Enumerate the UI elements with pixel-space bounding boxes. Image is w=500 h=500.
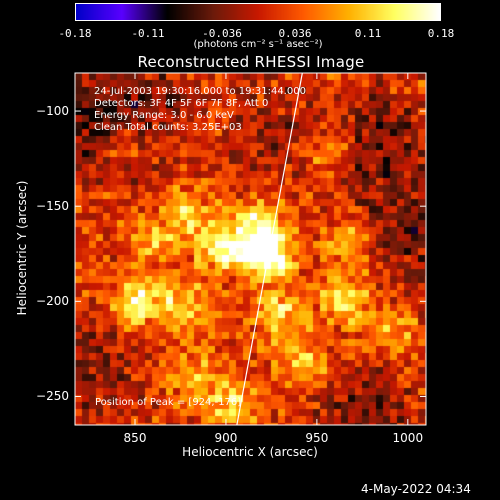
colorbar [75, 3, 441, 21]
colorbar-tick-label: 0.11 [354, 27, 382, 40]
colorbar-tick-label: 0.036 [278, 27, 312, 40]
y-axis-label: Heliocentric Y (arcsec) [15, 180, 29, 316]
x-axis-label: Heliocentric X (arcsec) [182, 445, 318, 459]
info-clean-counts: Clean Total counts: 3.25E+03 [94, 122, 242, 133]
info-energy-range: Energy Range: 3.0 - 6.0 keV [94, 110, 234, 121]
x-tick-label: 850 [123, 431, 147, 445]
y-tick-label: −200 [36, 294, 69, 309]
peak-position-label: Position of Peak = [924,-176] [95, 397, 242, 408]
info-detectors: Detectors: 3F 4F 5F 6F 7F 8F, Att 0 [94, 98, 269, 109]
y-tick-label: −150 [36, 199, 69, 214]
info-time-range: 24-Jul-2003 19:30:16.000 to 19:31:44.000 [94, 86, 306, 97]
chart-title: Reconstructed RHESSI Image [137, 53, 365, 71]
colorbar-tick-label: -0.18 [58, 27, 92, 40]
colorbar-tick-label: -0.036 [202, 27, 242, 40]
plot-frame [74, 72, 427, 426]
x-tick-label: 950 [305, 431, 329, 445]
colorbar-tick-label: 0.18 [427, 27, 455, 40]
x-tick-label: 900 [214, 431, 238, 445]
x-tick-label: 1000 [392, 431, 424, 445]
solar-limb-line [236, 72, 303, 426]
y-tick-label: −250 [36, 389, 69, 404]
colorbar-unit-label: (photons cm⁻² s⁻¹ asec⁻²) [193, 39, 323, 50]
y-tick-label: −100 [36, 104, 69, 119]
colorbar-tick-label: -0.11 [131, 27, 165, 40]
heatmap-image [75, 73, 426, 425]
footer-date: 4-May-2022 04:34 [361, 482, 471, 496]
